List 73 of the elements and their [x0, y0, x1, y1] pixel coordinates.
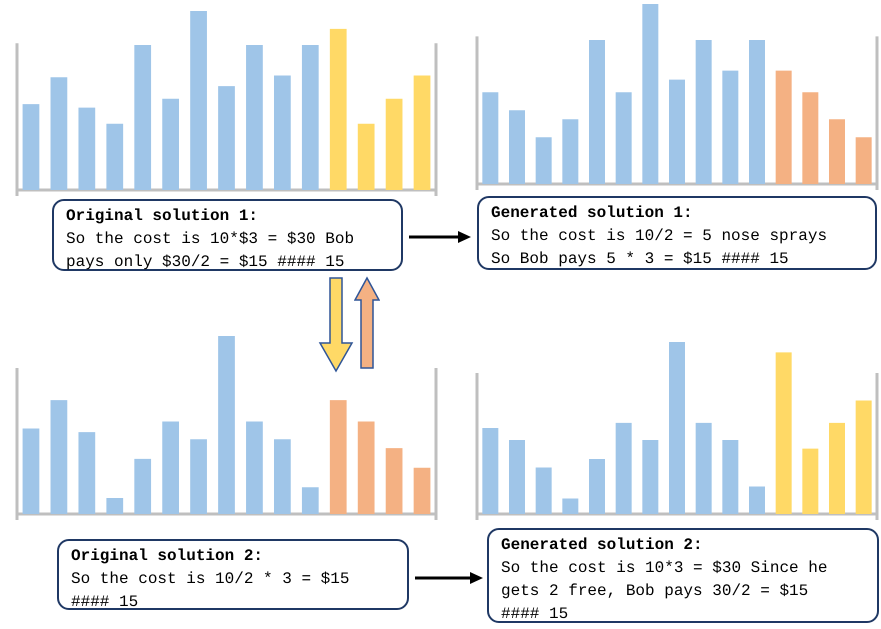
text: gets 2 free, Bob pays 30/2 = $15 — [501, 581, 810, 602]
bar — [358, 124, 375, 190]
bar — [589, 40, 605, 184]
bar — [330, 400, 347, 514]
bar — [562, 119, 578, 184]
bar — [616, 92, 632, 184]
bar — [246, 45, 263, 190]
bar — [414, 75, 430, 190]
bar — [162, 98, 180, 190]
bar — [776, 70, 792, 184]
bar — [776, 352, 792, 514]
bar — [616, 422, 632, 514]
bar — [642, 4, 658, 184]
bar — [106, 498, 124, 514]
bar — [536, 137, 552, 184]
bar — [856, 137, 872, 184]
bar — [50, 77, 68, 190]
text: So Bob pays 5 * 3 = $15 #### 15 — [491, 249, 790, 270]
bar — [78, 108, 96, 190]
bar — [330, 28, 347, 190]
bar — [642, 440, 658, 514]
text: Original solution 1: — [66, 206, 260, 227]
bar — [802, 448, 818, 514]
text: Generated solution 1: — [491, 203, 694, 224]
bar — [722, 440, 738, 514]
bar — [696, 40, 712, 184]
text: So the cost is 10/2 = 5 nose sprays — [491, 226, 828, 247]
text: pays only $30/2 = $15 #### 15 — [66, 252, 346, 273]
bar — [589, 458, 605, 514]
bar — [509, 440, 525, 514]
bar — [274, 439, 291, 514]
text: Generated solution 2: — [501, 535, 704, 556]
bar — [669, 80, 685, 184]
bar — [22, 104, 40, 190]
bar — [749, 486, 765, 514]
text: #### 15 — [71, 592, 140, 613]
bar — [246, 421, 263, 514]
bar — [106, 124, 124, 190]
bar — [78, 432, 96, 514]
bar — [696, 422, 712, 514]
bar — [358, 421, 375, 514]
bar — [562, 498, 578, 514]
bar — [856, 400, 872, 514]
bar — [218, 336, 235, 514]
bar — [302, 487, 319, 514]
text: So the cost is 10*$3 = $30 Bob — [66, 229, 356, 250]
text: So the cost is 10/2 * 3 = $15 — [71, 569, 350, 590]
bar — [749, 40, 765, 184]
bar — [482, 428, 498, 514]
bar — [190, 439, 207, 514]
bar — [302, 45, 319, 190]
bar — [829, 422, 845, 514]
bar — [509, 110, 525, 184]
bar — [722, 70, 738, 184]
bar — [274, 75, 291, 190]
bar — [50, 400, 68, 514]
bar — [536, 468, 552, 514]
text: So the cost is 10*3 = $30 Since he — [501, 558, 828, 579]
bar — [22, 428, 40, 514]
bar — [162, 421, 180, 514]
text: Original solution 2: — [71, 546, 264, 567]
bar — [386, 448, 402, 514]
bar — [414, 468, 430, 514]
bar — [829, 119, 845, 184]
bar — [190, 11, 207, 190]
bar — [134, 45, 152, 190]
text: #### 15 — [501, 604, 570, 625]
bar — [482, 92, 498, 184]
bar — [386, 98, 402, 190]
bar — [669, 342, 685, 514]
bar — [134, 458, 152, 514]
bar — [218, 86, 235, 190]
bar — [802, 92, 818, 184]
